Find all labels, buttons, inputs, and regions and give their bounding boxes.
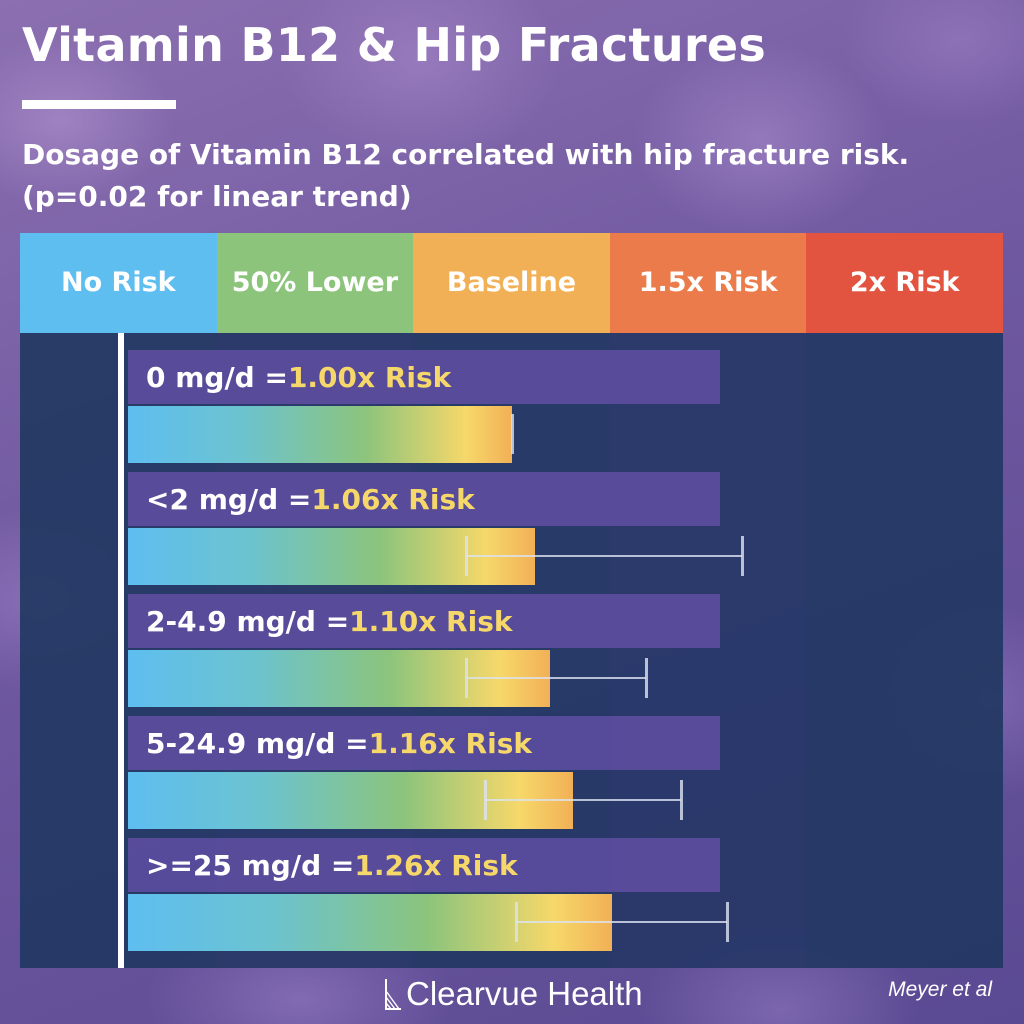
error-bar-cap bbox=[464, 658, 468, 698]
error-bar-cap bbox=[511, 414, 514, 454]
scale-cell-50-lower: 50% Lower bbox=[216, 233, 414, 333]
tick-label: 5-24.9 mg/d = bbox=[146, 726, 369, 760]
row-label: 5-24.9 mg/d = 1.16x Risk bbox=[128, 716, 720, 770]
row-label: >=25 mg/d = 1.26x Risk bbox=[128, 838, 720, 892]
y-axis-line bbox=[118, 333, 124, 968]
error-bar-cap bbox=[514, 902, 518, 942]
error-bar bbox=[485, 799, 681, 801]
subtitle-line-1: Dosage of Vitamin B12 correlated with hi… bbox=[22, 138, 910, 171]
error-bar-cap bbox=[679, 780, 683, 820]
data-label: 1.10x Risk bbox=[349, 604, 513, 638]
row-label: 0 mg/d = 1.00x Risk bbox=[128, 350, 720, 404]
scale-cell-1-5x-risk: 1.5x Risk bbox=[609, 233, 807, 333]
data-label: 1.26x Risk bbox=[354, 848, 518, 882]
row-label: 2-4.9 mg/d = 1.10x Risk bbox=[128, 594, 720, 648]
chart-title: Vitamin B12 & Hip Fractures bbox=[22, 18, 767, 72]
row-label: <2 mg/d = 1.06x Risk bbox=[128, 472, 720, 526]
tick-label: 2-4.9 mg/d = bbox=[146, 604, 350, 638]
error-bar-cap bbox=[726, 902, 730, 942]
error-bar-cap bbox=[464, 536, 468, 576]
brand: Clearvue Health bbox=[384, 968, 643, 1020]
chart-subtitle: Dosage of Vitamin B12 correlated with hi… bbox=[22, 134, 909, 218]
bar bbox=[128, 406, 512, 463]
scale-cell-baseline: Baseline bbox=[413, 233, 610, 333]
error-bar bbox=[515, 921, 728, 923]
subtitle-line-2: (p=0.02 for linear trend) bbox=[22, 180, 412, 213]
scale-cell-2x-risk: 2x Risk bbox=[806, 233, 1003, 333]
error-bar-cap bbox=[741, 536, 745, 576]
risk-scale-header: No Risk 50% Lower Baseline 1.5x Risk 2x … bbox=[20, 233, 1003, 333]
error-bar bbox=[465, 677, 647, 679]
data-label: 1.00x Risk bbox=[287, 360, 452, 394]
brand-name: Clearvue Health bbox=[406, 975, 643, 1012]
scale-cell-no-risk: No Risk bbox=[20, 233, 217, 333]
data-label: 1.06x Risk bbox=[311, 482, 475, 516]
data-label: 1.16x Risk bbox=[368, 726, 532, 760]
scale-band bbox=[806, 333, 1003, 968]
error-bar-cap bbox=[484, 780, 488, 820]
source-credit: Meyer et al bbox=[888, 978, 992, 1001]
tick-label: >=25 mg/d = bbox=[146, 848, 355, 882]
clearvue-logo-icon bbox=[385, 979, 401, 1010]
error-bar bbox=[465, 555, 743, 557]
tick-label: <2 mg/d = bbox=[146, 482, 312, 516]
error-bar-cap bbox=[645, 658, 649, 698]
tick-label: 0 mg/d = bbox=[146, 360, 288, 394]
title-underline bbox=[22, 100, 176, 109]
